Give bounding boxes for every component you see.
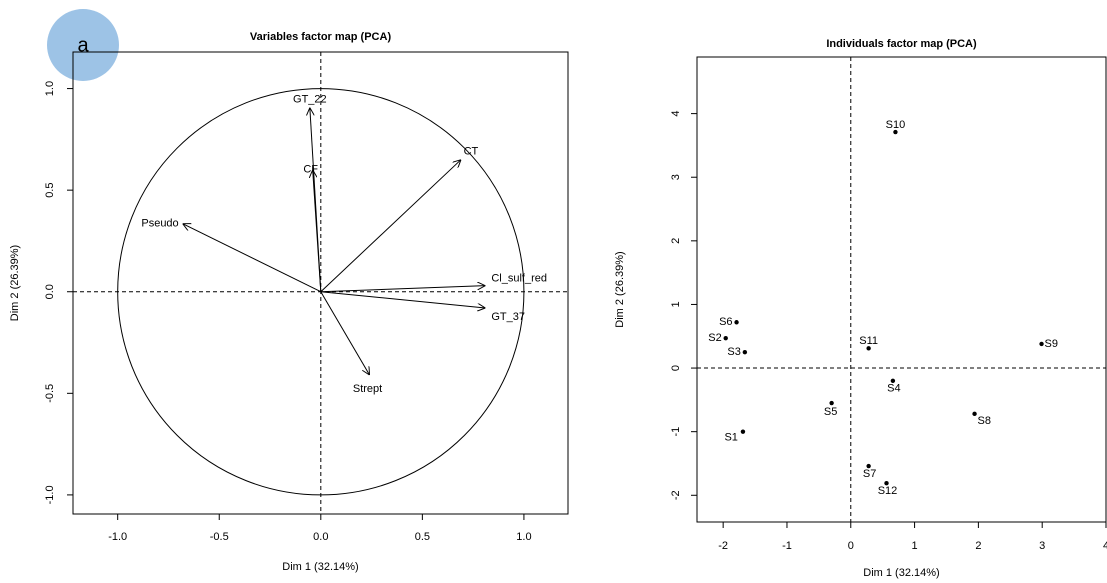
plot-box: [696, 56, 1107, 523]
y-axis-label: Dim 2 (26.39%): [614, 251, 626, 327]
arrow: [313, 170, 322, 292]
y-tick-label: 4: [670, 111, 682, 117]
y-tick-label: 0.5: [44, 183, 56, 198]
point: [866, 463, 871, 469]
point: [866, 346, 871, 351]
y-tick-label: -1: [670, 427, 682, 437]
badge-label: a: [77, 34, 89, 56]
point-label: S8: [978, 415, 991, 427]
y-axis-label: Dim 2 (26.39%): [9, 245, 21, 321]
point-label: S7: [863, 468, 876, 480]
arrow: [320, 160, 461, 293]
y-tick-label: 3: [670, 174, 682, 180]
arrow: [320, 291, 486, 308]
x-tick-label: -1.0: [108, 531, 127, 543]
point: [884, 480, 889, 486]
badge: [47, 9, 119, 81]
y-tick-label: 2: [670, 238, 682, 244]
x-tick-label: -2: [718, 540, 728, 552]
point: [742, 349, 748, 355]
point-label: S12: [878, 485, 898, 497]
point: [734, 320, 739, 325]
point-label: Pseudo: [141, 218, 178, 230]
x-tick-label: -0.5: [210, 531, 229, 543]
x-tick-label: 2: [975, 540, 981, 552]
point-label: S10: [886, 119, 906, 131]
point-label: S4: [887, 383, 900, 395]
x-tick-label: 0.5: [415, 531, 430, 543]
arrow: [320, 286, 486, 293]
point: [893, 129, 898, 135]
point-label: Cl_sulf_red: [491, 273, 547, 285]
y-tick-label: 1: [670, 301, 682, 307]
x-tick-label: 3: [1039, 540, 1045, 552]
point-label: Strept: [353, 383, 382, 395]
point-label: GT_37: [491, 311, 525, 323]
point-label: CT: [464, 146, 479, 158]
point-label: S9: [1045, 338, 1058, 350]
x-tick-label: 1: [912, 540, 918, 552]
point: [723, 335, 728, 341]
point-label: GT_22: [293, 94, 327, 106]
point-label: S11: [859, 335, 878, 347]
x-tick-label: 1.0: [516, 531, 531, 543]
x-tick-label: 0: [848, 540, 854, 552]
y-tick-label: 0: [670, 365, 682, 371]
y-tick-label: 1.0: [44, 81, 56, 96]
point: [740, 429, 746, 434]
point-label: CF: [303, 164, 318, 176]
point-label: S1: [724, 432, 737, 444]
point: [829, 400, 834, 406]
point-label: S5: [824, 406, 837, 418]
y-tick-label: -2: [670, 490, 682, 500]
x-axis-label: Dim 1 (32.14%): [282, 561, 358, 573]
arrow: [183, 224, 322, 293]
x-axis-label: Dim 1 (32.14%): [863, 567, 939, 579]
point-label: S3: [727, 346, 740, 358]
correlation-circle: [117, 88, 525, 496]
point: [1039, 341, 1044, 347]
point: [890, 378, 896, 383]
point-label: S2: [708, 332, 721, 344]
y-tick-label: 0.0: [44, 284, 56, 299]
y-tick-label: -0.5: [44, 384, 56, 403]
point: [972, 411, 977, 417]
chart-title: Variables factor map (PCA): [250, 31, 392, 43]
y-tick-label: -1.0: [44, 485, 56, 504]
x-tick-label: -1: [782, 540, 792, 552]
x-tick-label: 4: [1103, 540, 1107, 552]
chart-title: Individuals factor map (PCA): [826, 38, 977, 50]
arrow: [320, 291, 370, 375]
x-tick-label: 0.0: [313, 531, 328, 543]
point-label: S6: [719, 316, 732, 328]
